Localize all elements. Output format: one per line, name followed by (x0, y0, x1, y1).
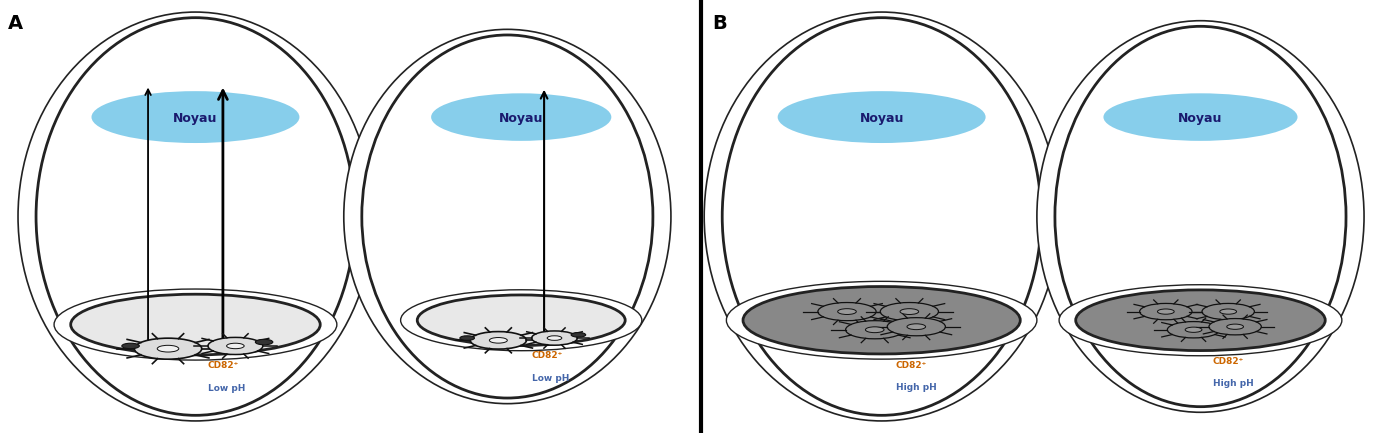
Ellipse shape (54, 289, 338, 360)
Ellipse shape (1058, 285, 1342, 356)
Text: Noyau: Noyau (174, 112, 218, 124)
Text: CD82⁺: CD82⁺ (208, 361, 239, 369)
Ellipse shape (1038, 22, 1364, 412)
Circle shape (460, 336, 475, 341)
Circle shape (907, 324, 925, 330)
Ellipse shape (18, 13, 372, 421)
Circle shape (888, 318, 946, 336)
Circle shape (900, 309, 918, 315)
Ellipse shape (344, 30, 671, 404)
Ellipse shape (743, 287, 1021, 354)
Ellipse shape (71, 295, 321, 355)
Circle shape (122, 343, 139, 349)
Circle shape (1220, 309, 1236, 315)
Circle shape (1185, 327, 1201, 332)
Circle shape (1139, 304, 1192, 320)
Circle shape (547, 336, 561, 341)
Ellipse shape (400, 290, 642, 351)
Ellipse shape (778, 92, 986, 144)
Text: A: A (8, 14, 24, 33)
Circle shape (865, 327, 883, 333)
Circle shape (881, 303, 939, 321)
Circle shape (1201, 304, 1254, 320)
Circle shape (1226, 324, 1243, 329)
Circle shape (838, 309, 856, 315)
Ellipse shape (361, 36, 653, 398)
Circle shape (256, 339, 272, 345)
Text: High pH: High pH (1213, 378, 1254, 388)
Text: Noyau: Noyau (1178, 112, 1222, 124)
Text: CD82⁺: CD82⁺ (896, 360, 926, 369)
Ellipse shape (1054, 27, 1346, 407)
Circle shape (846, 321, 904, 339)
Text: Noyau: Noyau (499, 112, 543, 124)
Ellipse shape (1075, 290, 1325, 351)
Circle shape (135, 339, 201, 359)
Text: Low pH: Low pH (532, 373, 569, 381)
Text: Noyau: Noyau (860, 112, 904, 124)
Ellipse shape (431, 94, 611, 141)
Ellipse shape (417, 295, 625, 346)
Ellipse shape (722, 19, 1042, 415)
Ellipse shape (92, 92, 300, 144)
Circle shape (818, 303, 876, 321)
Circle shape (471, 332, 526, 349)
Circle shape (1157, 309, 1174, 315)
Circle shape (226, 343, 244, 349)
Circle shape (489, 338, 507, 343)
Circle shape (571, 333, 586, 337)
Text: High pH: High pH (896, 383, 936, 391)
Text: CD82⁺: CD82⁺ (1213, 356, 1245, 365)
Circle shape (1208, 319, 1261, 335)
Circle shape (208, 338, 263, 355)
Ellipse shape (36, 19, 354, 415)
Text: Low pH: Low pH (208, 383, 246, 392)
Text: B: B (713, 14, 728, 33)
Ellipse shape (1103, 94, 1297, 141)
Ellipse shape (704, 13, 1058, 421)
Text: CD82⁺: CD82⁺ (532, 350, 563, 359)
Ellipse shape (726, 282, 1038, 359)
Circle shape (157, 345, 179, 352)
Circle shape (532, 331, 578, 345)
Circle shape (1167, 322, 1220, 338)
